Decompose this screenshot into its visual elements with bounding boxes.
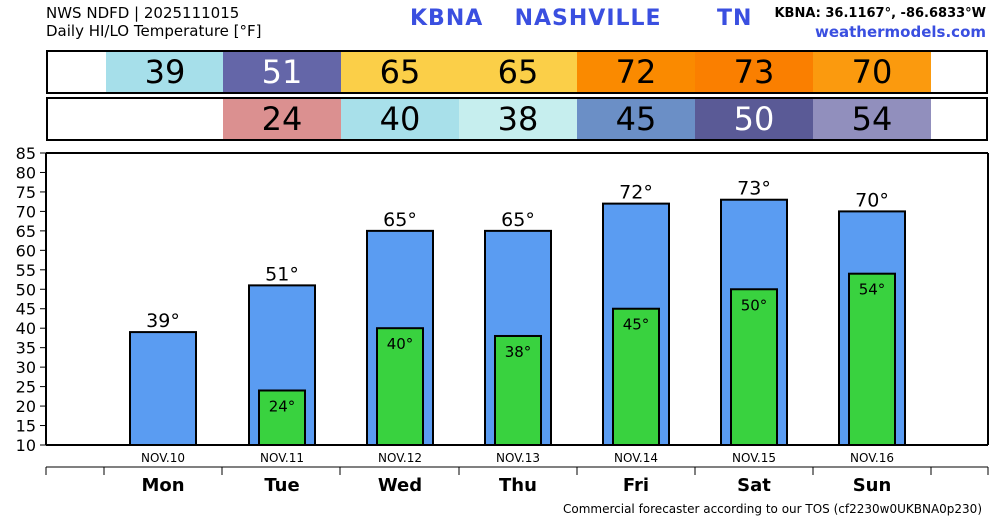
strip_hi-cell: 73 xyxy=(695,52,813,92)
strip_hi-cell: 65 xyxy=(459,52,577,92)
y-tick-label: 75 xyxy=(16,183,36,202)
low-temp-bar xyxy=(612,307,660,446)
date-label: NOV.15 xyxy=(732,451,776,465)
low-temp-label: 50° xyxy=(741,296,768,314)
strip_lo-cell: 24 xyxy=(223,99,341,139)
date-label: NOV.12 xyxy=(378,451,422,465)
day-label: Tue xyxy=(264,475,299,496)
y-tick-label: 30 xyxy=(16,358,36,377)
date-label: NOV.13 xyxy=(496,451,540,465)
y-tick-label: 55 xyxy=(16,261,36,280)
y-tick-label: 45 xyxy=(16,300,36,319)
y-tick-label: 50 xyxy=(16,280,36,299)
date-label: NOV.11 xyxy=(260,451,304,465)
high-temp-label: 65° xyxy=(501,209,535,231)
high-temp-label: 73° xyxy=(737,178,771,200)
day-label: Mon xyxy=(141,475,184,496)
date-label: NOV.14 xyxy=(614,451,658,465)
y-tick-label: 40 xyxy=(16,319,36,338)
product-label: Daily HI/LO Temperature [°F] xyxy=(46,22,262,40)
city-name: NASHVILLE xyxy=(514,6,662,31)
strip_lo-cell: 45 xyxy=(577,99,695,139)
model-run-label: NWS NDFD | 2025111015 xyxy=(46,4,240,22)
high-temp-bar xyxy=(129,331,197,446)
strip_hi-cell: 72 xyxy=(577,52,695,92)
date-label: NOV.16 xyxy=(850,451,894,465)
high-temp-label: 70° xyxy=(855,189,889,211)
low-temp-bar xyxy=(730,288,778,446)
strip_hi-cell: 51 xyxy=(223,52,341,92)
y-tick-label: 20 xyxy=(16,397,36,416)
site-link[interactable]: weathermodels.com xyxy=(814,23,986,41)
strip_lo-cell xyxy=(106,99,224,139)
high-temp-label: 72° xyxy=(619,182,653,204)
station-coords: KBNA: 36.1167°, -86.6833°W xyxy=(774,6,986,21)
y-tick-label: 15 xyxy=(16,417,36,436)
day-label: Sun xyxy=(853,475,892,496)
strip_hi-cell: 65 xyxy=(341,52,459,92)
high-temp-label: 39° xyxy=(146,310,180,332)
low-temp-label: 38° xyxy=(505,343,532,361)
station-id: KBNA xyxy=(410,6,484,31)
y-tick-label: 70 xyxy=(16,202,36,221)
low-temp-label: 45° xyxy=(623,316,650,334)
y-tick-label: 60 xyxy=(16,241,36,260)
day-label: Sat xyxy=(737,475,771,496)
strip_hi-cell: 39 xyxy=(106,52,224,92)
high-temp-strip: 39 51 65 65 72 73 70 xyxy=(46,50,988,94)
footer-note: Commercial forecaster according to our T… xyxy=(562,502,982,516)
low-temp-bar xyxy=(376,327,424,447)
strip_lo-cell: 38 xyxy=(459,99,577,139)
strip_lo-cell: 54 xyxy=(813,99,931,139)
day-label: Wed xyxy=(378,475,422,496)
low-temp-bar xyxy=(848,272,896,446)
strip_lo-cell: 40 xyxy=(341,99,459,139)
date-label: NOV.10 xyxy=(141,451,185,465)
high-temp-label: 51° xyxy=(265,263,299,285)
y-tick-label: 25 xyxy=(16,378,36,397)
state-name: TN xyxy=(716,6,753,31)
strip_lo-cell: 50 xyxy=(695,99,813,139)
low-temp-label: 24° xyxy=(269,397,296,415)
y-tick-label: 85 xyxy=(16,144,36,163)
day-label: Thu xyxy=(499,475,537,496)
y-tick-label: 35 xyxy=(16,339,36,358)
y-tick-label: 80 xyxy=(16,163,36,182)
low-temp-bar xyxy=(494,334,542,446)
y-tick-label: 65 xyxy=(16,222,36,241)
strip_hi-cell: 70 xyxy=(813,52,931,92)
header-info: NWS NDFD | 2025111015 Daily HI/LO Temper… xyxy=(46,4,262,40)
y-tick-label: 10 xyxy=(16,436,36,455)
day-label: Fri xyxy=(623,475,649,496)
low-temp-bar xyxy=(258,389,306,447)
high-temp-label: 65° xyxy=(383,209,417,231)
low-temp-label: 54° xyxy=(859,281,886,299)
low-temp-label: 40° xyxy=(387,335,414,353)
low-temp-strip: 24 40 38 45 50 54 xyxy=(46,97,988,141)
station-title: KBNA NASHVILLE TN xyxy=(410,6,752,31)
